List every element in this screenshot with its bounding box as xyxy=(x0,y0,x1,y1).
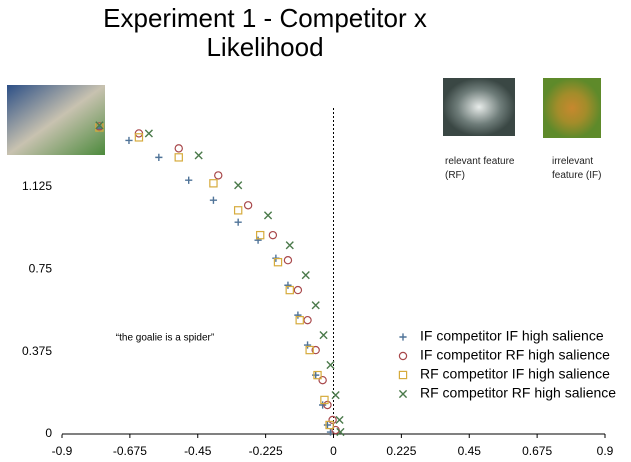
point xyxy=(285,241,294,250)
point xyxy=(233,206,243,215)
point xyxy=(283,256,293,265)
point xyxy=(325,420,334,430)
y-tick-label: 0.75 xyxy=(29,261,53,275)
chart-title: Experiment 1 - Competitor x Likelihood xyxy=(103,3,427,62)
image-label: relevant feature (RF) xyxy=(445,156,515,181)
point xyxy=(254,236,262,244)
point xyxy=(234,218,242,226)
point xyxy=(255,230,265,240)
photo xyxy=(543,78,601,138)
point xyxy=(319,331,328,340)
legend-marker xyxy=(399,333,407,341)
point xyxy=(284,281,292,289)
point xyxy=(95,121,104,130)
point xyxy=(312,371,320,379)
x-tick-label: -0.9 xyxy=(52,444,73,458)
point xyxy=(263,211,273,220)
point xyxy=(303,315,312,325)
point xyxy=(311,345,320,355)
point xyxy=(293,285,303,295)
point xyxy=(185,176,193,184)
point xyxy=(319,401,327,409)
point xyxy=(194,151,203,160)
point xyxy=(214,171,223,180)
point xyxy=(125,136,133,145)
photo xyxy=(443,78,515,136)
point xyxy=(134,133,144,142)
point xyxy=(295,315,304,325)
point xyxy=(331,391,340,400)
x-tick-label: -0.225 xyxy=(249,444,283,458)
legend-label: IF competitor IF high salience xyxy=(420,328,604,344)
point xyxy=(209,196,218,204)
image-label: irrelevant feature (IF) xyxy=(552,156,602,181)
annotation: “the goalie is a spider” xyxy=(116,333,214,344)
legend-label: RF competitor IF high salience xyxy=(420,366,610,382)
point xyxy=(234,181,243,190)
point xyxy=(326,360,335,370)
x-tick-label: -0.675 xyxy=(113,444,147,458)
point xyxy=(268,230,278,240)
y-tick-label: 0 xyxy=(45,426,52,440)
photo xyxy=(7,85,105,155)
point xyxy=(243,201,253,210)
point xyxy=(311,301,320,310)
y-tick-label: 0.375 xyxy=(22,344,52,358)
point xyxy=(303,341,312,349)
point xyxy=(301,271,310,280)
point xyxy=(305,345,314,355)
legend-marker xyxy=(398,370,408,380)
point xyxy=(294,311,302,319)
legend-label: RF competitor RF high salience xyxy=(420,385,616,401)
point xyxy=(318,375,327,385)
point xyxy=(320,395,329,405)
point xyxy=(174,144,183,153)
x-tick-label: 0.225 xyxy=(386,444,416,458)
point xyxy=(336,427,345,437)
x-tick-label: 0.9 xyxy=(597,444,614,458)
x-tick-label: -0.45 xyxy=(184,444,212,458)
y-tick-label: 1.125 xyxy=(22,179,52,193)
point xyxy=(209,179,218,188)
point xyxy=(313,370,322,380)
point xyxy=(285,285,294,295)
point xyxy=(95,123,104,132)
point xyxy=(335,415,344,425)
point xyxy=(144,129,153,138)
x-tick-label: 0.675 xyxy=(522,444,552,458)
legend-marker xyxy=(398,351,408,361)
point xyxy=(174,153,183,162)
x-tick-label: 0 xyxy=(330,444,337,458)
legend-label: IF competitor RF high salience xyxy=(420,347,610,363)
point xyxy=(273,257,283,267)
point xyxy=(323,421,332,429)
point xyxy=(155,153,163,161)
x-tick-label: 0.45 xyxy=(458,444,482,458)
legend-marker xyxy=(398,389,408,399)
